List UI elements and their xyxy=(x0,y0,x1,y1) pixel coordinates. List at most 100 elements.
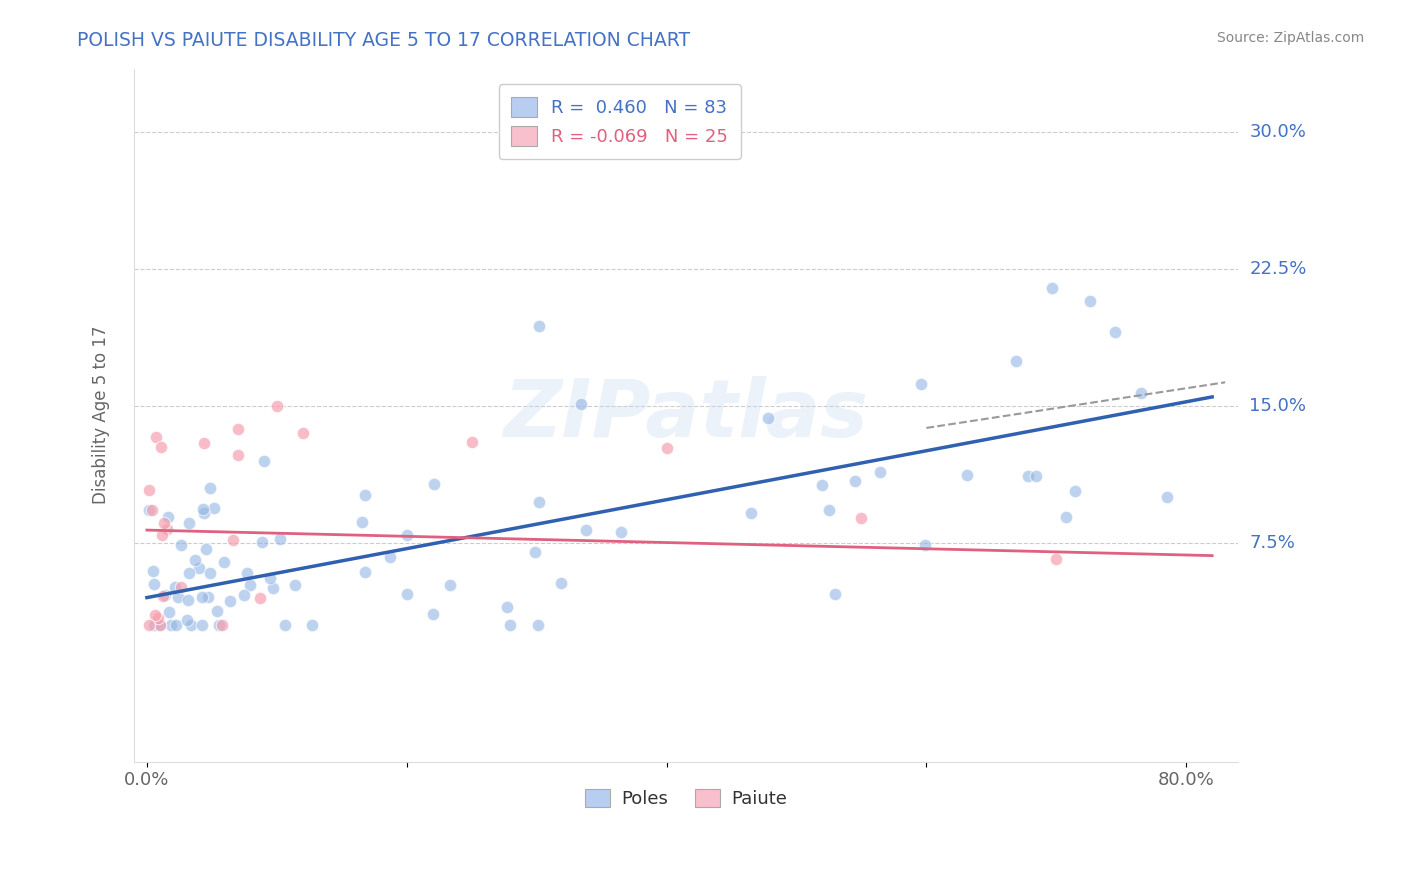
Point xyxy=(756,410,779,425)
Point xyxy=(153,588,176,602)
Point xyxy=(1005,354,1028,368)
Point xyxy=(527,318,550,333)
Point xyxy=(188,561,211,575)
Point xyxy=(266,399,288,413)
Point xyxy=(253,454,276,468)
Point xyxy=(1042,281,1064,295)
Point xyxy=(157,605,180,619)
Point xyxy=(165,580,187,594)
Point xyxy=(193,506,215,520)
Text: Source: ZipAtlas.com: Source: ZipAtlas.com xyxy=(1216,31,1364,45)
Point xyxy=(524,545,547,559)
Text: 7.5%: 7.5% xyxy=(1250,533,1295,552)
Point xyxy=(193,435,215,450)
Point xyxy=(395,587,418,601)
Point xyxy=(197,590,219,604)
Point xyxy=(259,571,281,585)
Point xyxy=(284,578,307,592)
Point xyxy=(177,516,200,531)
Point xyxy=(152,516,174,530)
Point xyxy=(152,590,174,604)
Point xyxy=(495,600,517,615)
Point xyxy=(138,618,160,632)
Point xyxy=(138,503,160,517)
Point xyxy=(301,618,323,632)
Point xyxy=(226,422,249,436)
Point xyxy=(1104,326,1126,340)
Point xyxy=(191,502,214,516)
Point xyxy=(177,592,200,607)
Y-axis label: Disability Age 5 to 17: Disability Age 5 to 17 xyxy=(93,326,110,504)
Point xyxy=(844,475,866,489)
Point xyxy=(1156,490,1178,504)
Point xyxy=(141,502,163,516)
Point xyxy=(395,528,418,542)
Point xyxy=(170,538,193,552)
Point xyxy=(1045,552,1067,566)
Point xyxy=(191,591,214,605)
Point xyxy=(1063,484,1085,499)
Point xyxy=(194,541,217,556)
Point xyxy=(145,430,167,444)
Point xyxy=(439,578,461,592)
Point xyxy=(239,578,262,592)
Point xyxy=(869,466,891,480)
Point xyxy=(249,591,271,606)
Point xyxy=(269,532,291,546)
Point xyxy=(165,618,187,632)
Point xyxy=(380,549,402,564)
Point xyxy=(156,509,179,524)
Point xyxy=(817,503,839,517)
Point xyxy=(226,448,249,462)
Text: 30.0%: 30.0% xyxy=(1250,123,1306,141)
Point xyxy=(207,604,229,618)
Point xyxy=(159,618,181,632)
Point xyxy=(190,618,212,632)
Point xyxy=(150,528,173,542)
Point xyxy=(143,618,166,632)
Point xyxy=(910,377,932,392)
Point xyxy=(575,523,598,537)
Point xyxy=(176,613,198,627)
Text: POLISH VS PAIUTE DISABILITY AGE 5 TO 17 CORRELATION CHART: POLISH VS PAIUTE DISABILITY AGE 5 TO 17 … xyxy=(77,31,690,50)
Point xyxy=(170,581,193,595)
Point xyxy=(273,618,295,632)
Text: 15.0%: 15.0% xyxy=(1250,397,1306,415)
Point xyxy=(1129,385,1152,400)
Point xyxy=(527,618,550,632)
Point xyxy=(422,607,444,621)
Legend: Poles, Paiute: Poles, Paiute xyxy=(578,781,794,815)
Point xyxy=(142,577,165,591)
Point xyxy=(914,539,936,553)
Point xyxy=(143,607,166,622)
Point xyxy=(956,467,979,482)
Point xyxy=(354,488,377,502)
Point xyxy=(740,506,762,520)
Text: ZIPatlas: ZIPatlas xyxy=(503,376,869,454)
Point xyxy=(236,566,259,580)
Point xyxy=(156,522,179,536)
Point xyxy=(354,565,377,579)
Point xyxy=(352,516,374,530)
Point xyxy=(219,594,242,608)
Point xyxy=(222,533,245,547)
Point xyxy=(460,435,482,450)
Point xyxy=(180,618,202,632)
Point xyxy=(1054,509,1077,524)
Point xyxy=(202,501,225,516)
Point xyxy=(233,588,256,602)
Point xyxy=(609,524,631,539)
Point xyxy=(149,618,172,632)
Point xyxy=(252,534,274,549)
Point xyxy=(208,618,231,632)
Point xyxy=(423,476,446,491)
Point xyxy=(499,618,522,632)
Point xyxy=(550,576,572,591)
Point xyxy=(142,564,165,578)
Text: 22.5%: 22.5% xyxy=(1250,260,1306,278)
Point xyxy=(824,587,846,601)
Point xyxy=(1025,469,1047,483)
Point xyxy=(198,566,221,580)
Point xyxy=(851,511,873,525)
Point xyxy=(1017,469,1039,483)
